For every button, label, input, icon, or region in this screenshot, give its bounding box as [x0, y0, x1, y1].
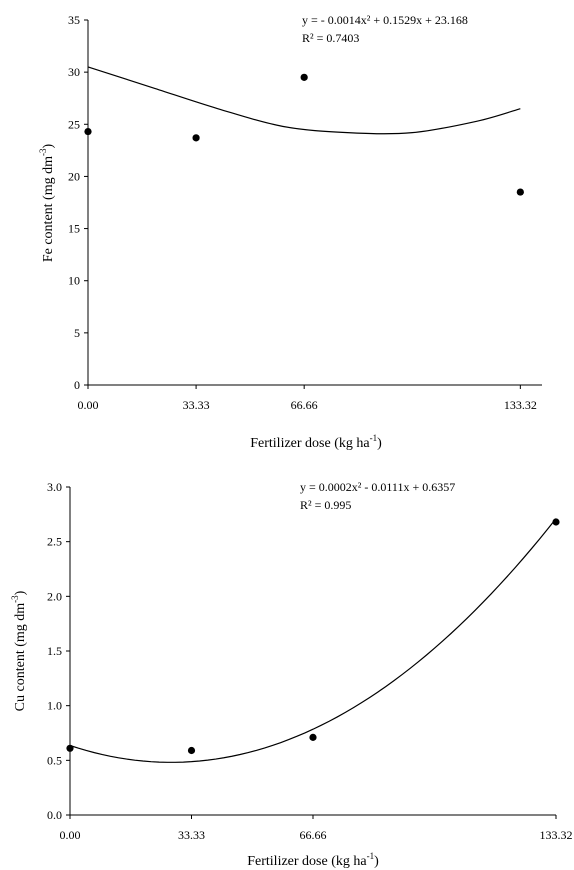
fe-y-ticks: 0 5 10 15 20 25 30 35 — [68, 13, 88, 392]
cu-y-tick-label: 1.0 — [47, 699, 62, 713]
cu-data-point — [187, 746, 196, 755]
fe-content-chart: 0 5 10 15 20 25 30 35 0.00 33.33 66.66 133.32 y = … — [38, 13, 542, 451]
fe-x-tick-label: 0.00 — [78, 398, 99, 412]
cu-x-tick-label: 66.66 — [300, 828, 327, 842]
cu-x-axis-title: Fertilizer dose (kg ha-1) — [247, 851, 379, 869]
fe-y-axis-title: Fe content (mg dm-3) — [38, 144, 56, 263]
cu-y-tick-label: 0.5 — [47, 753, 62, 767]
fe-plot-area: 0 5 10 15 20 25 30 35 0.00 33.33 66.66 133.32 — [68, 13, 542, 412]
cu-r-squared: R² = 0.995 — [300, 498, 351, 512]
fe-equation: y = - 0.0014x² + 0.1529x + 23.168 — [302, 13, 468, 27]
fe-x-tick-label: 33.33 — [183, 398, 210, 412]
cu-x-tick-label: 33.33 — [178, 828, 205, 842]
fe-data-point — [516, 188, 524, 196]
fe-y-tick-label: 30 — [68, 65, 80, 79]
cu-data-point — [66, 744, 74, 752]
cu-x-tick-label: 0.00 — [60, 828, 81, 842]
fe-y-tick-label: 35 — [68, 13, 80, 27]
cu-y-tick-label: 3.0 — [47, 480, 62, 494]
fe-y-tick-label: 0 — [74, 378, 80, 392]
fe-r-squared: R² = 0.7403 — [302, 31, 359, 45]
cu-y-ticks: 0.0 0.5 1.0 1.5 2.0 2.5 3.0 — [47, 480, 70, 822]
fe-y-tick-label: 15 — [68, 222, 80, 236]
cu-y-tick-label: 0.0 — [47, 808, 62, 822]
fe-data-points — [84, 73, 524, 196]
fe-x-tick-label: 66.66 — [291, 398, 318, 412]
cu-y-tick-label: 1.5 — [47, 644, 62, 658]
fe-data-point — [192, 134, 200, 142]
cu-equation: y = 0.0002x² - 0.0111x + 0.6357 — [300, 480, 455, 494]
cu-data-point — [309, 733, 317, 741]
cu-x-ticks: 0.00 33.33 66.66 133.32 — [60, 815, 573, 842]
cu-y-tick-label: 2.5 — [47, 535, 62, 549]
fe-y-tick-label: 10 — [68, 274, 80, 288]
fe-x-tick-label: 133.32 — [504, 398, 537, 412]
cu-plot-area: 0.0 0.5 1.0 1.5 2.0 2.5 3.0 0.00 33.33 66.66 133.… — [47, 480, 573, 842]
cu-y-tick-label: 2.0 — [47, 589, 62, 603]
fe-data-point — [300, 73, 308, 81]
cu-y-axis-title: Cu content (mg dm-3) — [10, 590, 28, 711]
fe-y-tick-label: 25 — [68, 117, 80, 131]
cu-data-point — [552, 518, 560, 526]
cu-trend-curve — [69, 518, 557, 763]
fe-x-axis-title: Fertilizer dose (kg ha-1) — [250, 433, 382, 451]
fe-y-tick-label: 20 — [68, 169, 80, 183]
fe-y-tick-label: 5 — [74, 326, 80, 340]
cu-content-chart: 0.0 0.5 1.0 1.5 2.0 2.5 3.0 0.00 33.33 66.66 133.… — [10, 480, 573, 869]
fe-trend-curve — [87, 66, 521, 135]
cu-data-points — [66, 518, 560, 755]
fe-x-ticks: 0.00 33.33 66.66 133.32 — [78, 385, 537, 412]
fe-data-point — [84, 127, 92, 136]
cu-x-tick-label: 133.32 — [540, 828, 573, 842]
